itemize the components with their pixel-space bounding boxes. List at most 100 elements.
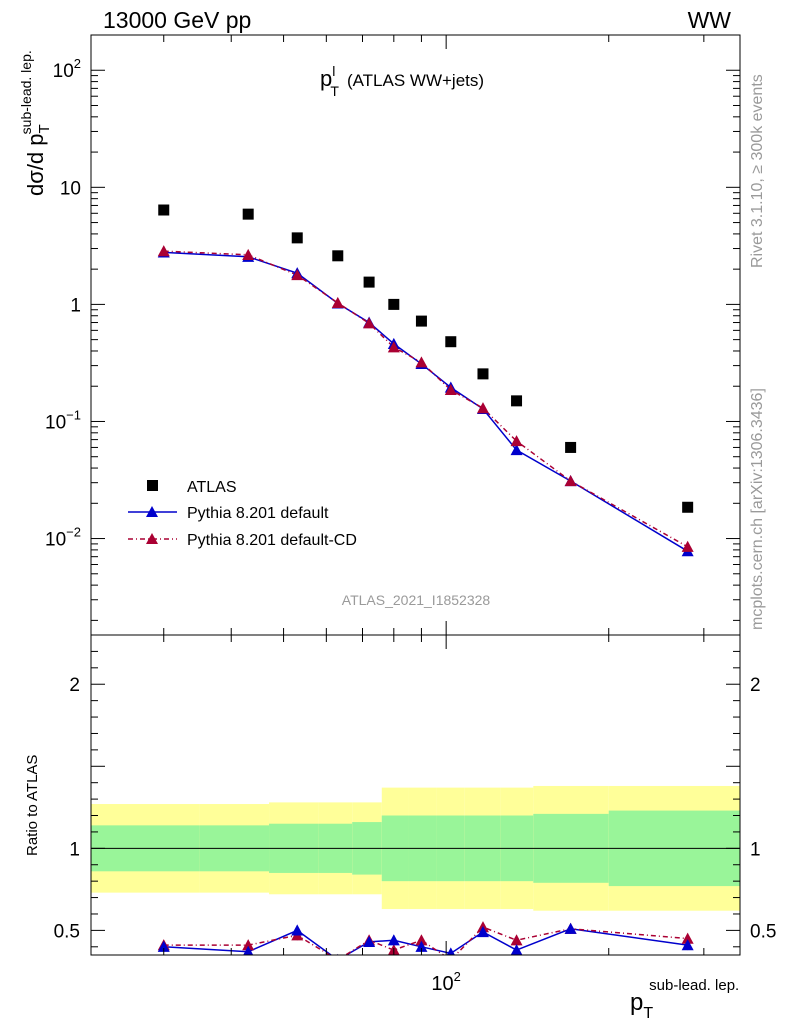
ratio-point-default <box>564 922 577 934</box>
x-axis-label-sup: sub-lead. lep. <box>649 977 739 994</box>
main-ylabel-main: dσ/d p <box>23 133 48 196</box>
main-ticks <box>91 34 740 635</box>
ratio-point-default <box>681 939 694 951</box>
header-right: WW <box>688 7 732 33</box>
ratio-point-default-cd <box>681 932 694 944</box>
main-data-layer <box>157 204 694 557</box>
ratio-series-default-cd-line <box>163 926 688 955</box>
main-point-atlas <box>332 250 344 262</box>
ratio-y-tick-label-left: 1 <box>69 839 80 860</box>
ratio-point-default <box>337 953 339 955</box>
x-tick-100-base: 10 <box>431 973 453 995</box>
legend-label-default-cd: Pythia 8.201 default-CD <box>187 532 357 549</box>
main-series-default-line <box>163 251 689 552</box>
rivet-label: Rivet 3.1.10, ≥ 300k events <box>749 74 766 268</box>
main-point-default-cd <box>363 317 376 329</box>
main-y-tick-label: 102 <box>53 56 81 82</box>
main-y-tick-label: 10−2 <box>45 525 81 551</box>
plot-title-sup: l <box>332 63 335 79</box>
ratio-point-default <box>510 944 523 955</box>
main-y-tick-base: 10 <box>45 530 66 551</box>
plot-title-main: p <box>320 66 332 91</box>
x-tick-100-exp: 2 <box>454 969 461 984</box>
legend-marker-default-cd <box>146 533 158 544</box>
legend: ATLAS Pythia 8.201 default Pythia 8.201 … <box>128 479 357 549</box>
main-point-atlas <box>477 368 489 380</box>
main-point-atlas <box>511 395 523 407</box>
analysis-watermark: ATLAS_2021_I1852328 <box>342 592 491 608</box>
ratio-point-default <box>387 934 400 946</box>
main-point-default-cd <box>157 245 170 257</box>
ratio-point-default <box>157 940 170 952</box>
main-point-default-cd <box>242 248 255 260</box>
main-ylabel: dσ/d pTsub-lead. lep. <box>18 50 53 196</box>
main-point-default-cd <box>564 475 577 487</box>
main-point-atlas <box>388 298 400 310</box>
ratio-point-default-cd <box>510 934 523 946</box>
x-axis-label-main: p <box>630 989 643 1016</box>
header-left: 13000 GeV pp <box>103 7 251 33</box>
ratio-ticks <box>91 635 740 955</box>
ratio-y-tick-label-right: 0.5 <box>750 921 776 942</box>
main-point-default-cd <box>387 341 400 353</box>
main-point-default-cd <box>291 269 304 281</box>
ratio-point-default <box>291 924 304 936</box>
ratio-point-default <box>446 947 455 955</box>
main-ylabel-sub: T <box>36 124 53 133</box>
main-y-tick-label: 1 <box>70 295 81 316</box>
ratio-y-tick-label-left: 2 <box>69 675 80 696</box>
main-point-default-cd <box>476 402 489 414</box>
main-series-default-cd-line <box>163 250 689 548</box>
ratio-data-layer <box>157 921 694 955</box>
legend-marker-atlas <box>147 480 158 491</box>
x-tick-label-100: 102 <box>431 969 460 995</box>
plot-title-rest: (ATLAS WW+jets) <box>347 71 484 90</box>
main-point-default-cd <box>415 356 428 368</box>
main-y-tick-base: 10 <box>45 412 66 433</box>
main-y-tick-exp: 2 <box>74 56 81 71</box>
main-ylabel-sup: sub-lead. lep. <box>18 50 34 134</box>
main-point-atlas <box>415 315 427 327</box>
legend-label-default: Pythia 8.201 default <box>187 505 329 522</box>
main-point-default <box>510 444 523 456</box>
main-point-default-cd <box>510 435 523 447</box>
legend-marker-default <box>146 506 158 517</box>
ratio-ylabel: Ratio to ATLAS <box>24 755 41 856</box>
x-axis-label: pTsub-lead. lep. <box>630 977 739 1022</box>
main-y-tick-label: 10 <box>60 178 81 199</box>
ratio-point-default-cd <box>242 939 255 951</box>
main-point-default-cd <box>331 296 344 308</box>
main-point-atlas <box>158 204 170 216</box>
mcplots-label: mcplots.cern.ch [arXiv:1306.3436] <box>749 388 766 630</box>
main-y-tick-base: 10 <box>53 61 74 82</box>
ratio-series-default-line <box>163 927 688 955</box>
ratio-point-default <box>476 926 489 938</box>
main-point-atlas <box>565 441 577 453</box>
main-point-atlas <box>445 336 457 348</box>
main-y-tick-label: 10−1 <box>45 407 81 433</box>
ratio-point-default <box>243 945 254 955</box>
ratio-point-default-cd <box>450 953 452 955</box>
ratio-point-default-cd <box>415 934 428 946</box>
main-point-atlas <box>363 276 375 288</box>
main-y-tick-base: 1 <box>70 295 81 316</box>
main-point-default-cd <box>444 383 457 396</box>
main-y-tick-base: 10 <box>60 178 81 199</box>
main-point-atlas <box>242 208 254 220</box>
x-axis-label-sub: T <box>643 1005 653 1022</box>
legend-label-atlas: ATLAS <box>187 479 237 496</box>
main-point-atlas <box>291 232 303 244</box>
ratio-frame <box>90 634 741 956</box>
main-point-atlas <box>682 501 694 513</box>
ratio-point-default <box>363 935 376 947</box>
ratio-y-tick-labels: 0.5 0.5 1 1 2 2 <box>54 675 777 942</box>
plot-title-sub: T <box>330 83 339 99</box>
ratio-point-default <box>415 940 428 952</box>
ratio-point-default-cd <box>337 953 339 955</box>
ratio-panel: 0.5 0.5 1 1 2 2 Ratio to ATLAS 102 pTsub-lead… <box>24 634 777 1022</box>
ratio-y-tick-label-right: 1 <box>750 839 761 860</box>
ratio-y-tick-label-left: 0.5 <box>54 921 80 942</box>
